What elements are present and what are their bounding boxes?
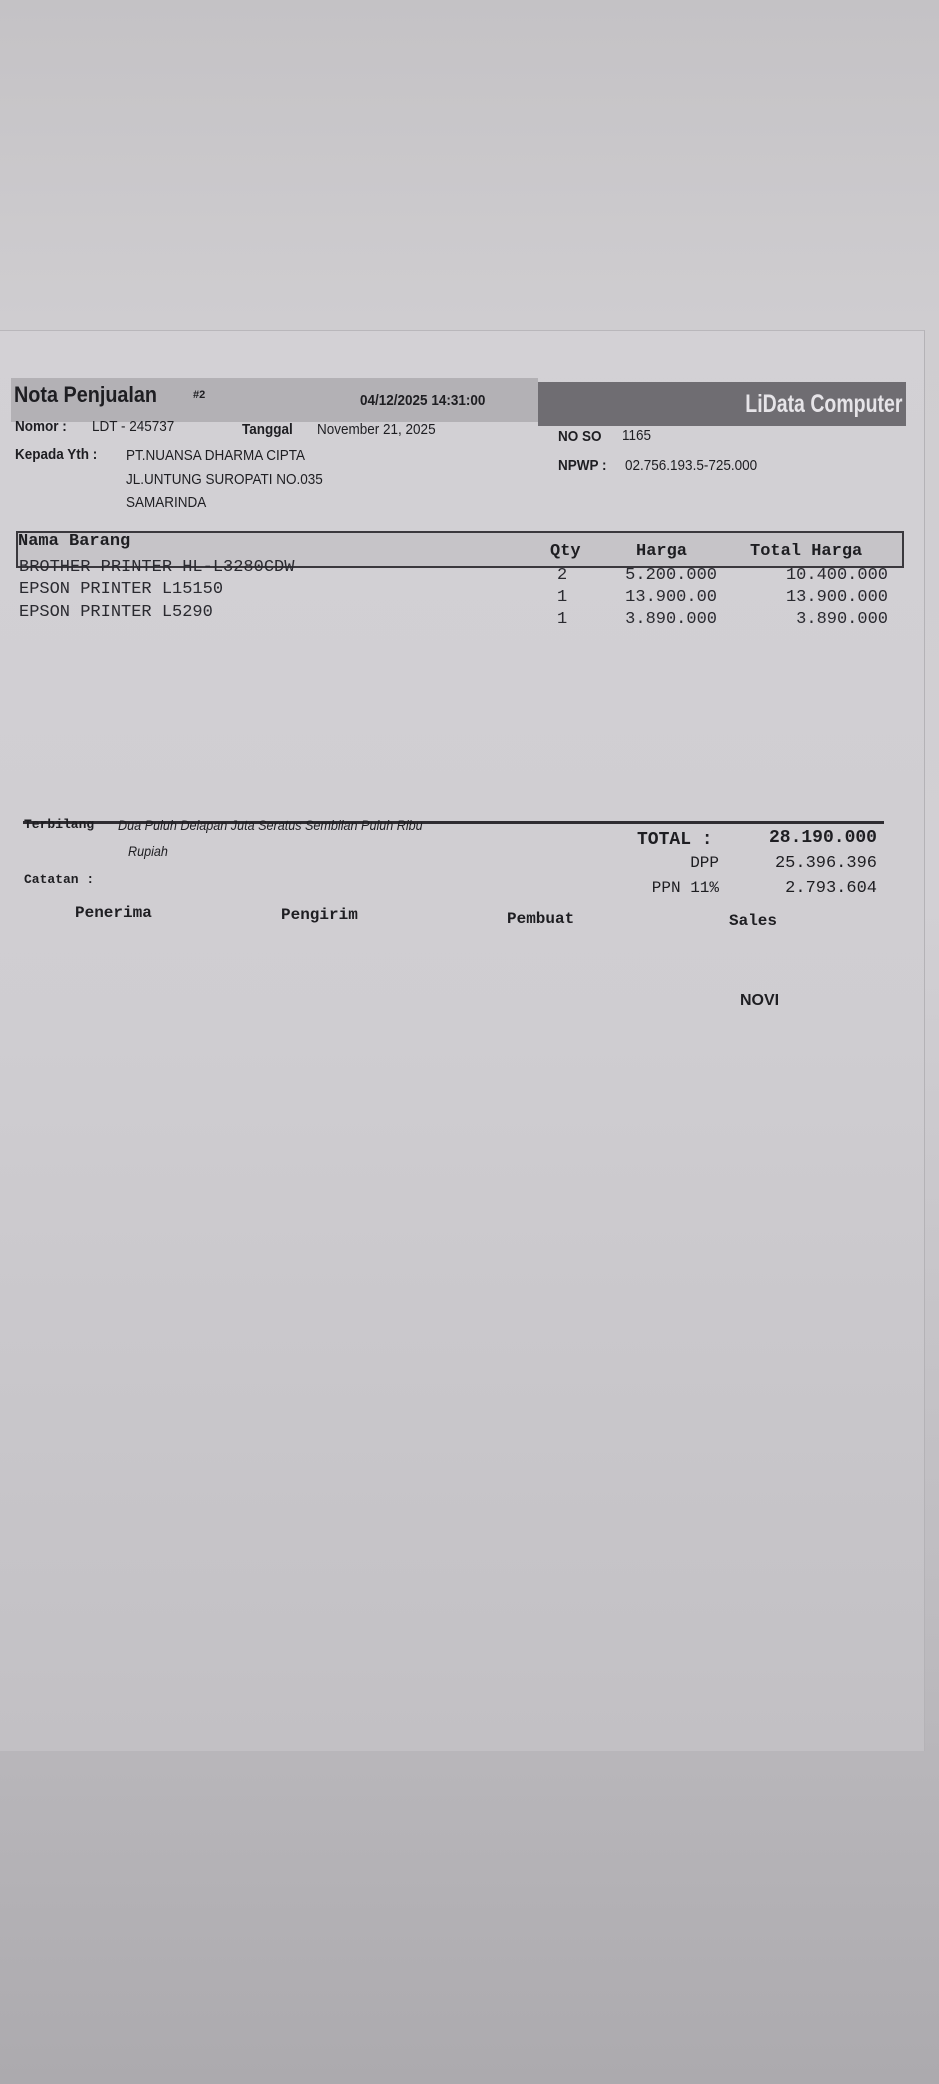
terbilang-label: Terbilang — [24, 817, 95, 832]
item-name: EPSON PRINTER L15150 — [19, 580, 224, 599]
nomor-value: LDT - 245737 — [92, 418, 175, 435]
document-title: Nota Penjualan — [14, 382, 158, 407]
item-qty: 2 — [557, 566, 568, 585]
col-total-header: Total Harga — [750, 542, 863, 561]
copy-mark: #2 — [193, 389, 206, 401]
col-price-header: Harga — [636, 542, 688, 561]
header-bar — [11, 378, 538, 422]
signature-pengirim: Pengirim — [281, 906, 358, 924]
kepada-label: Kepada Yth : — [15, 446, 98, 463]
company-banner — [538, 382, 906, 426]
item-qty: 1 — [557, 610, 568, 629]
recipient-name: PT.NUANSA DHARMA CIPTA — [126, 447, 306, 464]
ppn-label: PPN 11% — [651, 879, 719, 897]
item-price: 3.890.000 — [625, 610, 717, 629]
col-name-header: Nama Barang — [18, 532, 131, 551]
item-name: BROTHER PRINTER HL-L3280CDW — [19, 558, 295, 577]
catatan-label: Catatan : — [24, 872, 95, 887]
dpp-label: DPP — [690, 854, 719, 872]
item-total: 3.890.000 — [796, 610, 888, 629]
items-table-header — [16, 531, 904, 568]
item-price: 5.200.000 — [625, 566, 717, 585]
item-qty: 1 — [557, 588, 568, 607]
signature-sales: Sales — [729, 912, 778, 930]
npwp-value: 02.756.193.5-725.000 — [625, 457, 758, 474]
col-qty-header: Qty — [550, 542, 581, 561]
printed-timestamp: 04/12/2025 14:31:00 — [360, 392, 486, 409]
total-label: TOTAL : — [637, 830, 713, 850]
dpp-value: 25.396.396 — [774, 854, 877, 873]
noso-value: 1165 — [622, 427, 652, 444]
recipient-address: JL.UNTUNG SUROPATI NO.035 — [126, 471, 323, 488]
terbilang-text: Dua Puluh Delapan Juta Seratus Sembilan … — [118, 817, 423, 833]
item-total: 13.900.000 — [785, 588, 888, 607]
tanggal-label: Tanggal — [242, 421, 293, 438]
item-name: EPSON PRINTER L5290 — [19, 603, 213, 622]
tanggal-value: November 21, 2025 — [317, 421, 436, 438]
terbilang-text-cont: Rupiah — [128, 843, 168, 859]
npwp-label: NPWP : — [558, 457, 607, 474]
total-value: 28.190.000 — [768, 828, 877, 848]
nomor-label: Nomor : — [15, 418, 67, 435]
ppn-value: 2.793.604 — [785, 879, 877, 898]
noso-label: NO SO — [558, 428, 602, 445]
item-total: 10.400.000 — [785, 566, 888, 585]
company-logo: LiData Computer — [744, 390, 902, 418]
item-price: 13.900.00 — [625, 588, 717, 607]
signature-pembuat: Pembuat — [507, 910, 575, 928]
signature-penerima: Penerima — [75, 904, 152, 922]
summary-divider — [23, 821, 884, 824]
sales-name: NOVI — [740, 992, 780, 1009]
recipient-city: SAMARINDA — [126, 494, 207, 511]
